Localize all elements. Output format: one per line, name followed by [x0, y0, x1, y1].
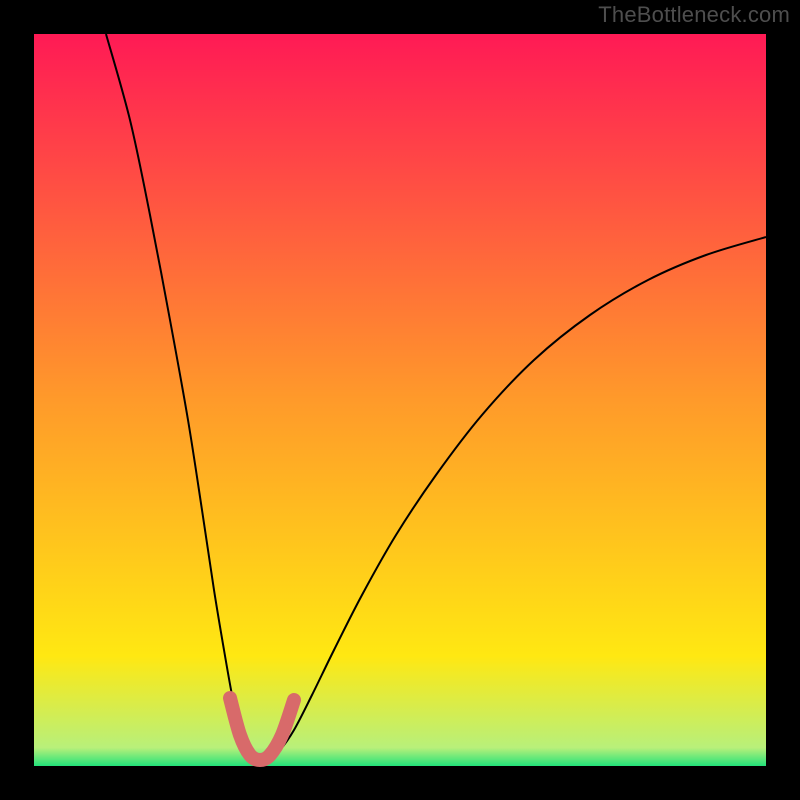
bottleneck-curve: [106, 34, 766, 760]
watermark-text: TheBottleneck.com: [598, 2, 790, 28]
trough-highlight: [230, 698, 294, 760]
curve-layer: [0, 0, 800, 800]
chart-frame: TheBottleneck.com: [0, 0, 800, 800]
